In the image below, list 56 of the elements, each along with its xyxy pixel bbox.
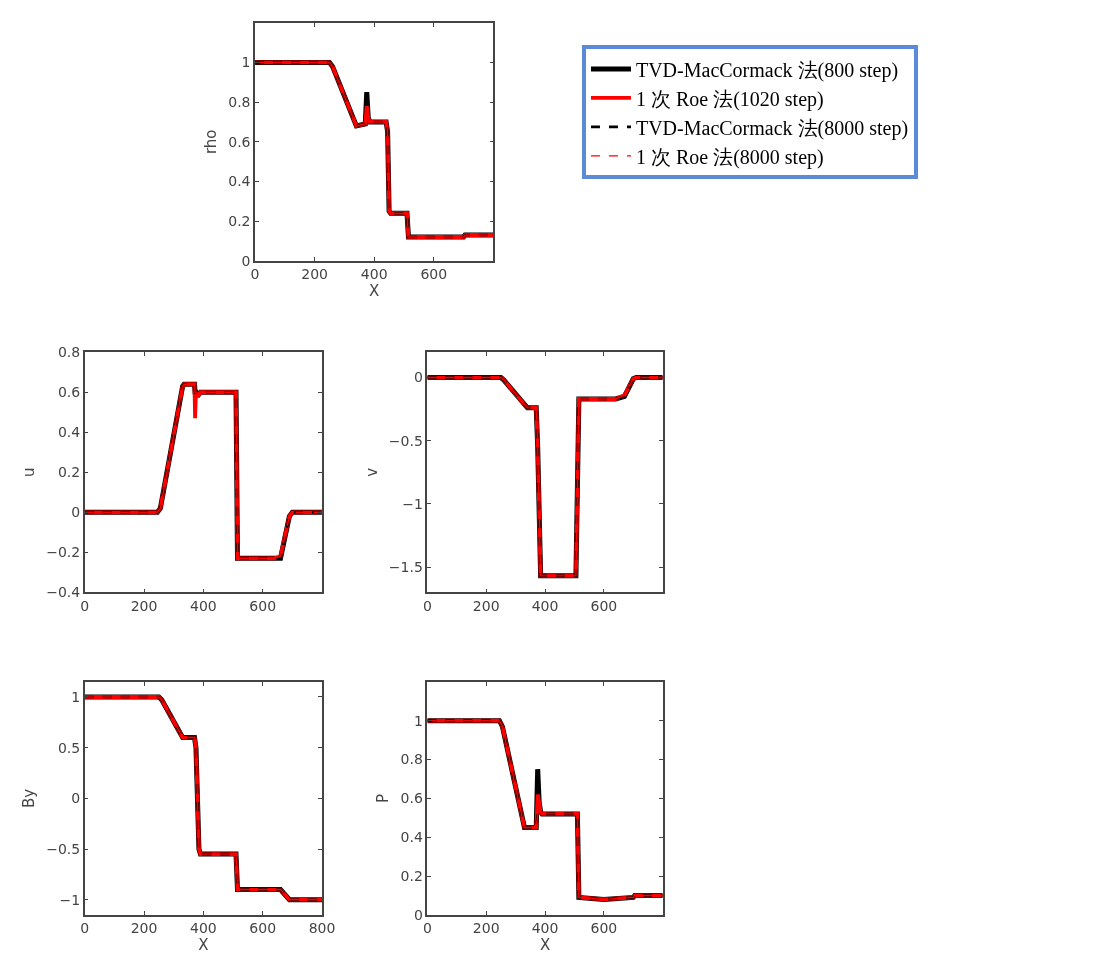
x-tick-label: 200 <box>130 597 158 614</box>
y-tick-label: 0.8 <box>228 94 251 110</box>
y-axis-title: By <box>19 788 38 808</box>
y-tick-label: 0.2 <box>57 464 81 481</box>
y-tick-label: 1 <box>413 712 423 729</box>
x-tick-label: 200 <box>301 266 329 283</box>
y-tick-label: 0.8 <box>400 751 423 768</box>
y-tick-label: 0 <box>413 369 423 386</box>
legend-label: TVD-MacCormack 法(800 step) <box>635 58 899 82</box>
x-tick-label: 200 <box>472 597 500 614</box>
x-tick-label: 600 <box>249 920 277 937</box>
y-tick-label: −1.5 <box>388 558 423 575</box>
y-axis-title: u <box>19 467 38 478</box>
x-tick-label: 600 <box>590 920 618 937</box>
y-tick-label: 1 <box>71 688 81 705</box>
y-tick-label: 0 <box>71 790 81 807</box>
x-tick-label: 400 <box>360 266 388 283</box>
y-tick-label: 0.4 <box>57 424 81 441</box>
x-axis-title: X <box>198 936 209 955</box>
y-tick-label: 0 <box>241 252 251 269</box>
y-tick-label: −0.5 <box>46 840 81 857</box>
x-tick-label: 400 <box>190 597 217 614</box>
x-tick-label: 600 <box>590 597 618 614</box>
x-tick-label: 200 <box>472 920 500 937</box>
y-tick-label: 0 <box>413 906 423 923</box>
x-axis-title: X <box>369 282 380 301</box>
y-tick-label: 0.8 <box>57 344 81 361</box>
x-axis-title: X <box>539 936 551 955</box>
x-tick-label: 400 <box>190 920 217 937</box>
y-tick-label: 0.4 <box>400 829 423 846</box>
y-axis-title: rho <box>202 129 221 155</box>
y-tick-label: 0.6 <box>400 790 423 807</box>
y-tick-label: −0.4 <box>46 584 81 601</box>
y-tick-label: 0.2 <box>400 867 423 884</box>
y-tick-label: 0 <box>71 504 81 521</box>
x-tick-label: 600 <box>249 597 277 614</box>
x-tick-label: 400 <box>531 597 559 614</box>
x-tick-label: 800 <box>308 920 336 937</box>
y-axis-title: P <box>374 793 393 803</box>
x-tick-label: 400 <box>531 920 559 937</box>
x-tick-label: 600 <box>420 266 448 283</box>
y-tick-label: −1 <box>402 495 423 512</box>
y-tick-label: −0.2 <box>46 544 81 561</box>
y-tick-label: 1 <box>241 54 251 71</box>
y-tick-label: −0.5 <box>388 432 423 449</box>
legend-label: 1 次 Roe 法(8000 step) <box>635 145 824 169</box>
y-tick-label: 0.6 <box>228 133 251 150</box>
x-tick-label: 200 <box>130 920 158 937</box>
y-tick-label: 0.4 <box>228 173 251 190</box>
legend-label: TVD-MacCormack 法(8000 step) <box>635 116 909 140</box>
y-tick-label: 0.5 <box>57 739 81 756</box>
y-axis-title: v <box>362 467 381 477</box>
y-tick-label: 0.6 <box>57 384 81 401</box>
legend-label: 1 次 Roe 法(1020 step) <box>635 87 824 111</box>
y-tick-label: −1 <box>59 891 81 908</box>
y-tick-label: 0.2 <box>228 213 251 230</box>
